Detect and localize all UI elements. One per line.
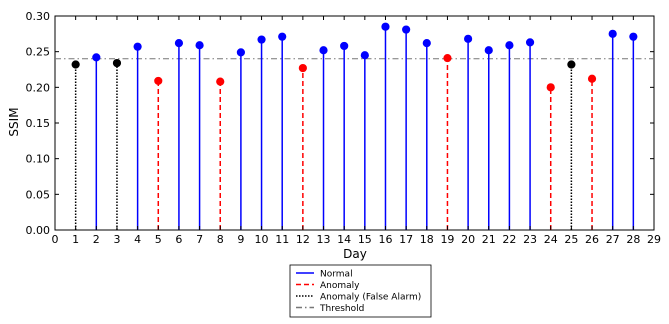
marker-normal-day-10 <box>257 35 266 44</box>
marker-anomaly-false-alarm-day-3 <box>112 58 122 68</box>
x-tick-label-27: 27 <box>606 233 620 246</box>
x-tick-label-7: 7 <box>196 233 203 246</box>
x-tick-label-8: 8 <box>217 233 224 246</box>
y-tick-label-0.00: 0.00 <box>26 224 51 237</box>
x-tick-label-4: 4 <box>134 233 141 246</box>
x-tick-label-11: 11 <box>275 233 289 246</box>
legend-label-anomaly: Anomaly <box>320 281 360 291</box>
marker-normal-day-22 <box>505 41 514 50</box>
x-tick-label-10: 10 <box>255 233 269 246</box>
legend-label-threshold: Threshold <box>319 304 364 314</box>
marker-normal-day-13 <box>319 46 328 55</box>
marker-anomaly-day-19 <box>443 53 452 63</box>
marker-normal-day-6 <box>174 39 184 48</box>
y-tick-label-0.05: 0.05 <box>26 188 51 201</box>
x-tick-label-2: 2 <box>93 233 100 246</box>
marker-normal-day-4 <box>133 42 142 51</box>
marker-anomaly-day-12 <box>298 63 307 73</box>
x-tick-label-15: 15 <box>358 233 372 246</box>
marker-normal-day-16 <box>381 22 390 31</box>
x-tick-label-22: 22 <box>502 233 516 246</box>
y-tick-label-0.30: 0.30 <box>26 10 51 23</box>
x-axis-label: Day <box>343 247 367 261</box>
x-tick-label-3: 3 <box>113 233 120 246</box>
x-tick-label-19: 19 <box>440 233 454 246</box>
x-tick-label-21: 21 <box>482 233 496 246</box>
y-ticks: 0.00 0.05 0.10 0.15 0.20 0.25 0.30 <box>26 10 654 237</box>
marker-anomaly-false-alarm-day-25 <box>567 60 576 69</box>
marker-normal-day-17 <box>402 25 411 34</box>
x-ticks: 0 1 2 3 4 5 6 7 8 9 10 11 12 13 14 15 16 17 18 19 20 21 22 23 24… <box>52 16 661 246</box>
stems-layer <box>74 26 635 230</box>
x-tick-label-17: 17 <box>399 233 413 246</box>
axes-frame <box>54 15 655 231</box>
plot-frame <box>54 15 655 231</box>
legend-label-normal: Normal <box>320 270 353 280</box>
marker-normal-day-20 <box>464 34 473 43</box>
x-tick-label-1: 1 <box>72 233 79 246</box>
x-tick-label-16: 16 <box>378 233 392 246</box>
marker-anomaly-day-8 <box>216 77 225 86</box>
marker-anomaly-day-26 <box>587 74 597 83</box>
x-tick-label-23: 23 <box>523 233 537 246</box>
marker-anomaly-day-5 <box>154 76 163 86</box>
x-tick-label-25: 25 <box>564 233 578 246</box>
y-tick-label-0.20: 0.20 <box>26 81 51 94</box>
y-tick-label-0.25: 0.25 <box>26 46 51 59</box>
x-tick-label-18: 18 <box>420 233 434 246</box>
marker-normal-day-7 <box>195 41 204 50</box>
marker-normal-day-15 <box>360 51 369 60</box>
x-tick-label-20: 20 <box>461 233 475 246</box>
y-tick-label-0.15: 0.15 <box>26 117 51 130</box>
x-tick-label-5: 5 <box>155 233 162 246</box>
marker-normal-day-2 <box>92 53 101 62</box>
marker-normal-day-28 <box>629 32 638 41</box>
x-tick-label-14: 14 <box>337 233 351 246</box>
x-tick-label-6: 6 <box>175 233 182 246</box>
marker-anomaly-false-alarm-day-1 <box>71 60 80 69</box>
marker-anomaly-day-24 <box>546 83 555 92</box>
x-tick-label-28: 28 <box>626 233 640 246</box>
x-tick-label-29: 29 <box>647 233 661 246</box>
marker-normal-day-9 <box>236 48 245 57</box>
marker-normal-day-11 <box>278 32 287 41</box>
marker-normal-day-21 <box>484 46 493 55</box>
marker-normal-day-18 <box>422 39 431 48</box>
legend-label-anomaly-false-alarm: Anomaly (False Alarm) <box>320 293 421 303</box>
x-tick-label-26: 26 <box>585 233 599 246</box>
y-axis-label: SSIM <box>7 107 21 136</box>
marker-normal-day-23 <box>525 38 535 47</box>
marker-normal-day-14 <box>340 41 349 51</box>
x-tick-label-24: 24 <box>544 233 558 246</box>
x-tick-label-13: 13 <box>317 233 331 246</box>
x-tick-label-9: 9 <box>237 233 244 246</box>
y-tick-label-0.10: 0.10 <box>26 153 51 166</box>
x-tick-label-12: 12 <box>296 233 310 246</box>
markers-layer <box>71 22 638 92</box>
marker-normal-day-27 <box>608 29 617 38</box>
x-tick-label-0: 0 <box>52 233 59 246</box>
